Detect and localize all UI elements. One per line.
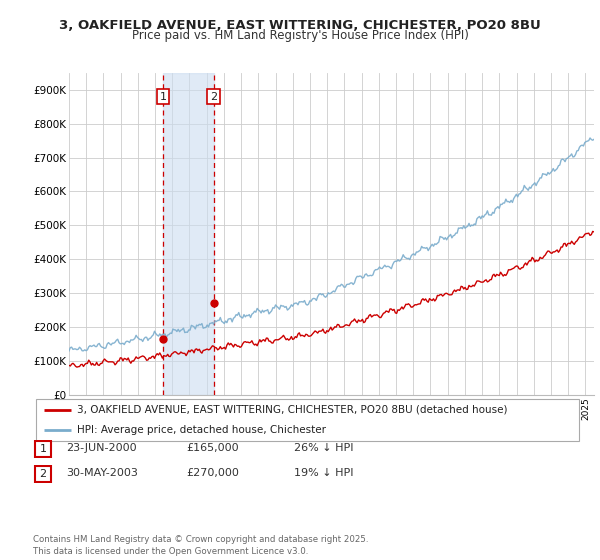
FancyBboxPatch shape bbox=[35, 441, 51, 456]
Text: 3, OAKFIELD AVENUE, EAST WITTERING, CHICHESTER, PO20 8BU (detached house): 3, OAKFIELD AVENUE, EAST WITTERING, CHIC… bbox=[77, 405, 507, 414]
Text: Contains HM Land Registry data © Crown copyright and database right 2025.
This d: Contains HM Land Registry data © Crown c… bbox=[33, 535, 368, 556]
FancyBboxPatch shape bbox=[36, 399, 579, 441]
Text: 3, OAKFIELD AVENUE, EAST WITTERING, CHICHESTER, PO20 8BU: 3, OAKFIELD AVENUE, EAST WITTERING, CHIC… bbox=[59, 18, 541, 32]
Text: 2: 2 bbox=[210, 91, 217, 101]
Text: 1: 1 bbox=[40, 444, 46, 454]
Text: 30-MAY-2003: 30-MAY-2003 bbox=[66, 468, 138, 478]
Text: 19% ↓ HPI: 19% ↓ HPI bbox=[294, 468, 353, 478]
Text: 23-JUN-2000: 23-JUN-2000 bbox=[66, 443, 137, 453]
Text: HPI: Average price, detached house, Chichester: HPI: Average price, detached house, Chic… bbox=[77, 426, 326, 435]
Bar bbox=[163, 73, 214, 395]
FancyBboxPatch shape bbox=[35, 466, 51, 482]
Text: 2: 2 bbox=[40, 469, 46, 479]
Text: 26% ↓ HPI: 26% ↓ HPI bbox=[294, 443, 353, 453]
Text: Price paid vs. HM Land Registry's House Price Index (HPI): Price paid vs. HM Land Registry's House … bbox=[131, 29, 469, 43]
Text: £165,000: £165,000 bbox=[186, 443, 239, 453]
Text: 1: 1 bbox=[160, 91, 167, 101]
Text: £270,000: £270,000 bbox=[186, 468, 239, 478]
